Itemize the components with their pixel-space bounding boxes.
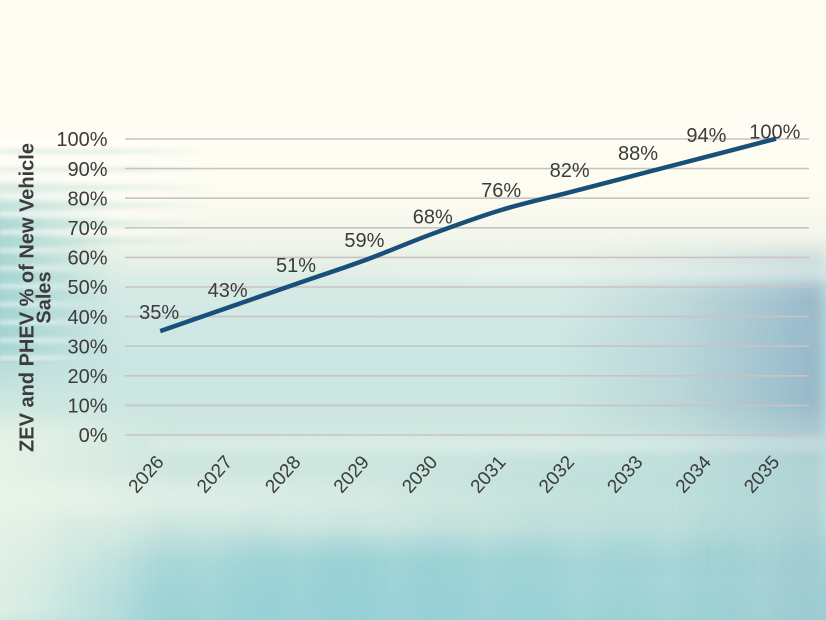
svg-text:30%: 30% xyxy=(67,336,107,358)
svg-text:43%: 43% xyxy=(208,280,248,302)
svg-text:76%: 76% xyxy=(481,180,521,202)
svg-text:2034: 2034 xyxy=(672,452,716,498)
svg-text:35%: 35% xyxy=(139,302,179,324)
svg-text:2028: 2028 xyxy=(262,452,306,497)
svg-text:10%: 10% xyxy=(67,396,107,418)
svg-text:88%: 88% xyxy=(618,143,658,165)
svg-text:40%: 40% xyxy=(67,307,107,329)
svg-text:2027: 2027 xyxy=(193,452,237,497)
svg-text:90%: 90% xyxy=(67,159,107,181)
svg-text:2033: 2033 xyxy=(604,452,648,497)
svg-text:59%: 59% xyxy=(344,230,384,252)
svg-text:2031: 2031 xyxy=(467,452,511,497)
svg-text:50%: 50% xyxy=(67,277,107,299)
svg-text:100%: 100% xyxy=(56,129,107,151)
svg-text:68%: 68% xyxy=(413,207,453,229)
svg-text:82%: 82% xyxy=(550,160,590,182)
svg-text:70%: 70% xyxy=(67,218,107,240)
svg-text:2035: 2035 xyxy=(740,452,784,497)
svg-text:2029: 2029 xyxy=(330,452,374,497)
svg-text:2030: 2030 xyxy=(398,452,442,497)
svg-text:2032: 2032 xyxy=(535,452,579,497)
svg-text:100%: 100% xyxy=(749,121,800,143)
svg-text:94%: 94% xyxy=(686,125,726,147)
svg-text:0%: 0% xyxy=(79,425,108,447)
svg-text:20%: 20% xyxy=(67,366,107,388)
svg-text:2026: 2026 xyxy=(125,452,169,497)
svg-text:51%: 51% xyxy=(276,255,316,277)
svg-text:ZEV and PHEV % of New Vehicle: ZEV and PHEV % of New Vehicle xyxy=(17,143,39,452)
svg-text:80%: 80% xyxy=(67,188,107,210)
svg-text:60%: 60% xyxy=(67,248,107,270)
svg-text:Sales: Sales xyxy=(34,271,56,323)
